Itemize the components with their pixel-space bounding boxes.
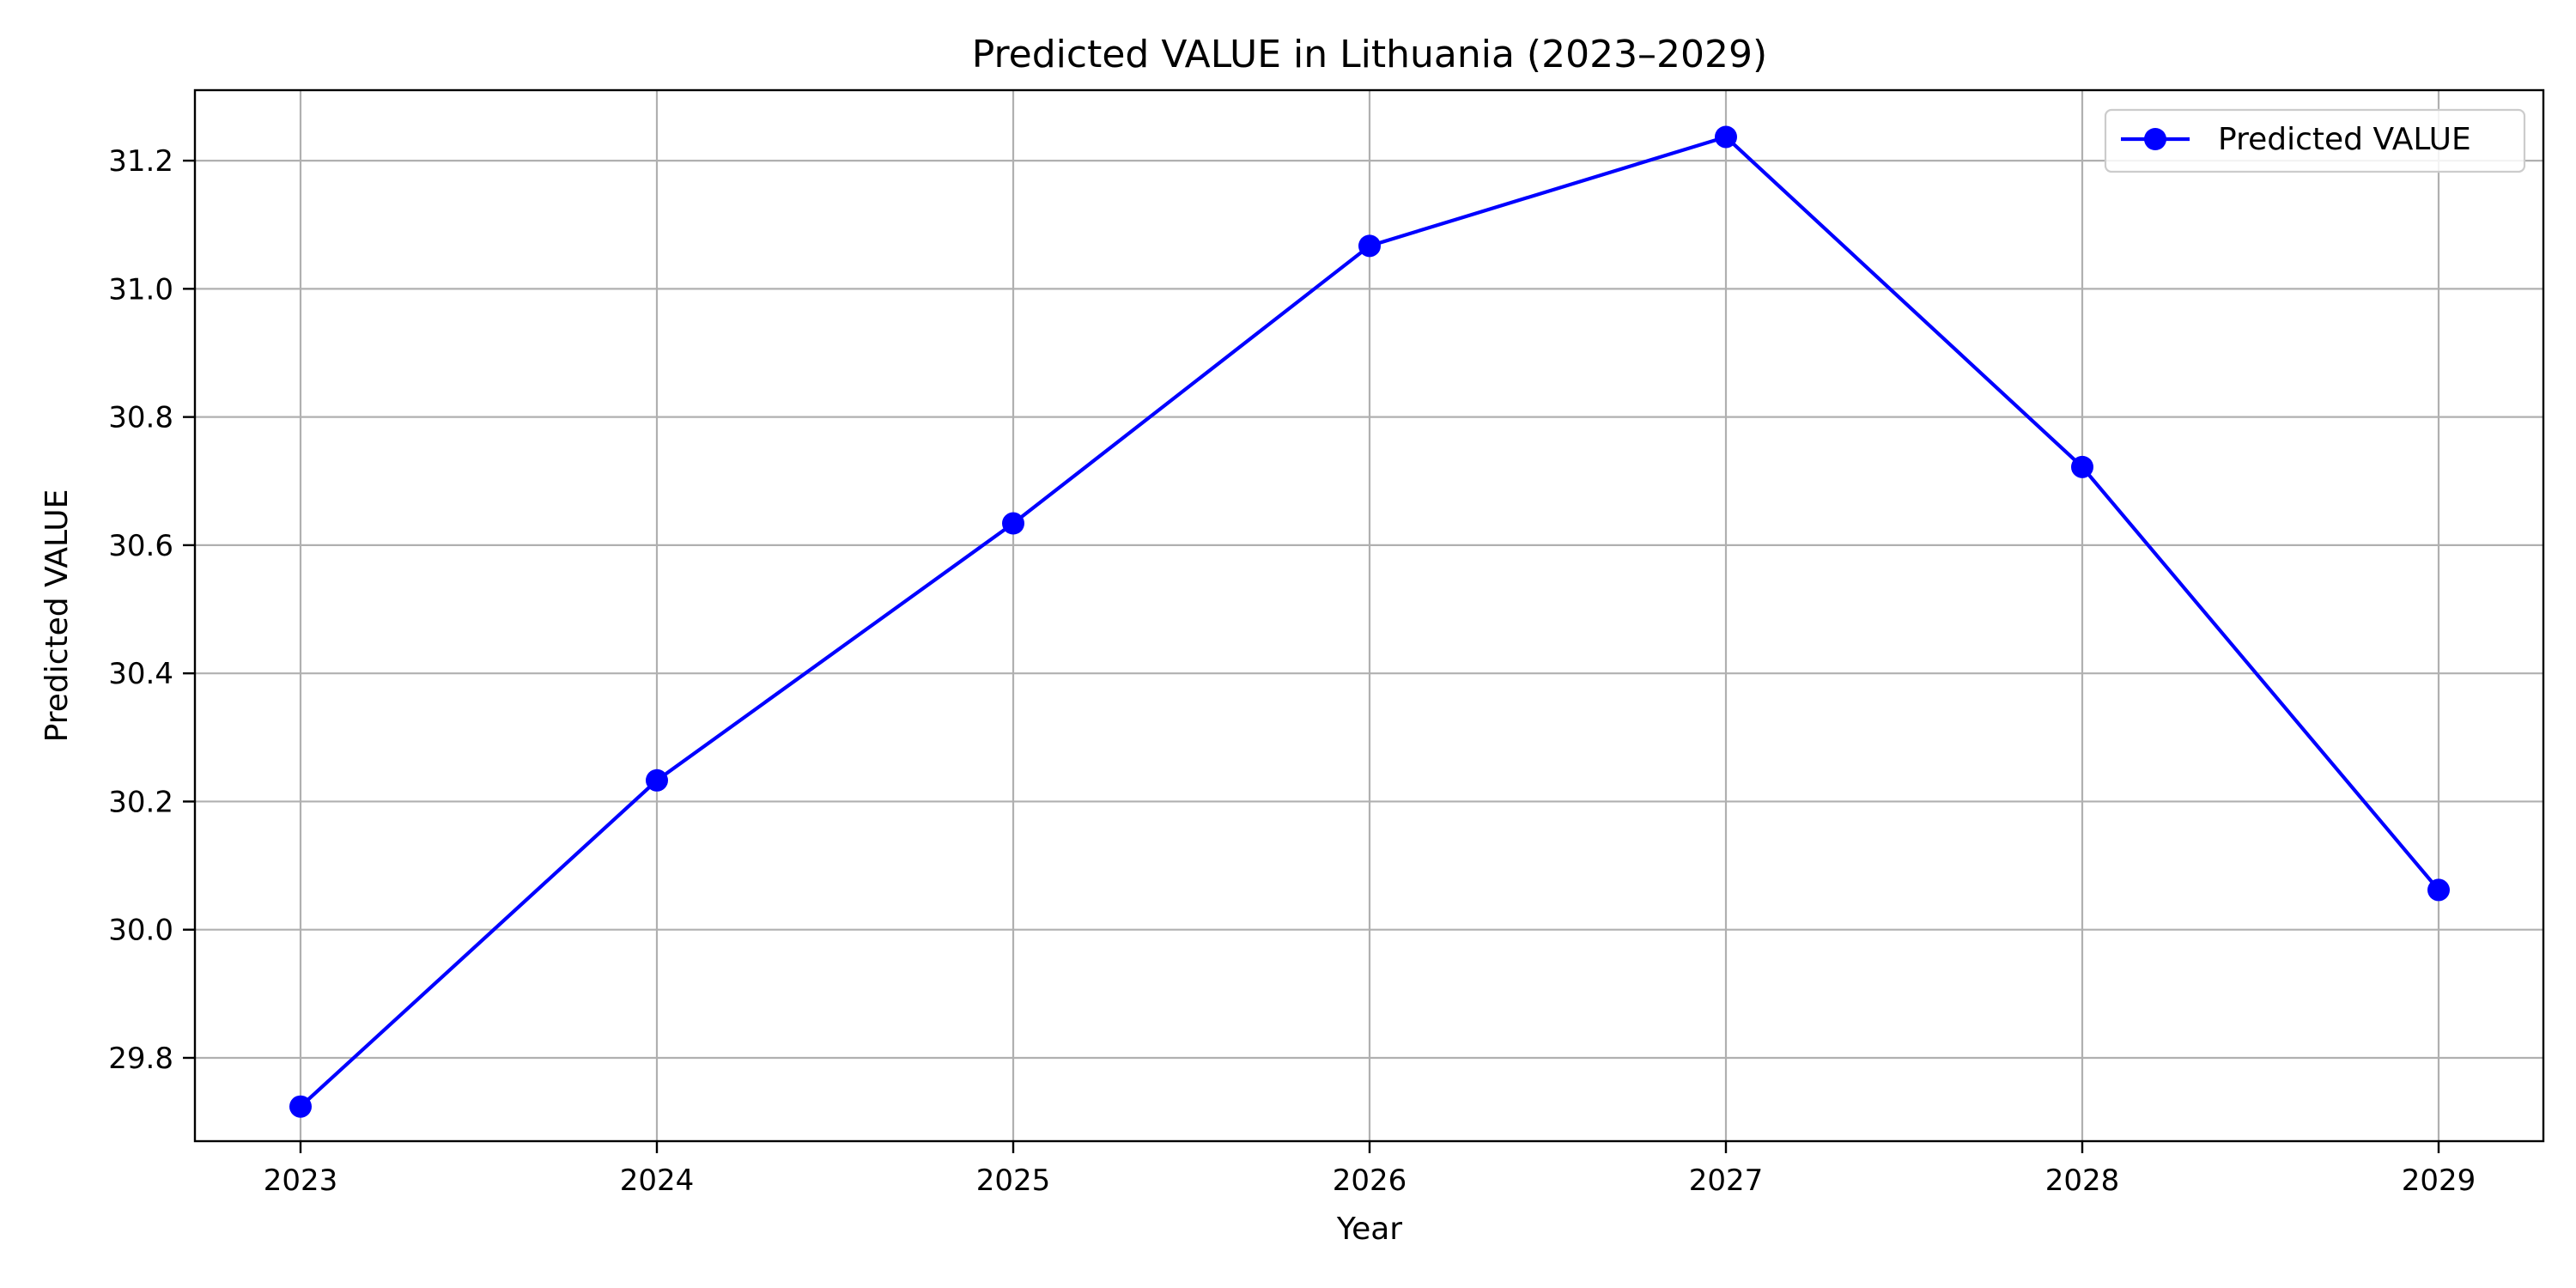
x-tick-label: 2024	[620, 1163, 695, 1198]
y-tick-label: 31.0	[108, 272, 173, 307]
y-tick-label: 30.0	[108, 914, 173, 948]
chart-title: Predicted VALUE in Lithuania (2023–2029)	[972, 33, 1767, 76]
data-point	[289, 1095, 312, 1118]
legend: Predicted VALUE	[2104, 108, 2526, 173]
y-tick-label: 30.8	[108, 401, 173, 435]
data-point	[1002, 512, 1024, 535]
x-tick-label: 2023	[264, 1163, 338, 1198]
x-tick-label: 2028	[2045, 1163, 2120, 1198]
y-axis-label: Predicted VALUE	[39, 489, 75, 743]
legend-label: Predicted VALUE	[2218, 122, 2471, 157]
x-tick-label: 2029	[2402, 1163, 2476, 1198]
legend-marker-sample	[2144, 128, 2166, 150]
data-point	[1358, 234, 1381, 258]
x-tick-label: 2027	[1689, 1163, 1764, 1198]
data-point	[2071, 455, 2093, 478]
x-axis-label: Year	[1336, 1212, 1402, 1247]
grid-lines	[195, 90, 2543, 1141]
data-point	[2427, 878, 2450, 902]
data-point	[1715, 125, 1737, 149]
x-axis: 2023 2024 2025 2026 2027 2028 2029	[264, 1141, 2476, 1198]
y-tick-label: 30.2	[108, 785, 173, 819]
data-point	[646, 769, 668, 792]
legend-box	[2104, 108, 2526, 173]
y-tick-label: 30.6	[108, 529, 173, 563]
y-axis: 29.8 30.0 30.2 30.4 30.6 30.8 31.0 31.2	[108, 144, 195, 1076]
series-layer	[289, 125, 2450, 1118]
x-tick-label: 2026	[1333, 1163, 1407, 1198]
y-tick-label: 31.2	[108, 144, 173, 179]
y-tick-label: 29.8	[108, 1042, 173, 1076]
x-tick-label: 2025	[976, 1163, 1051, 1198]
y-tick-label: 30.4	[108, 657, 173, 691]
